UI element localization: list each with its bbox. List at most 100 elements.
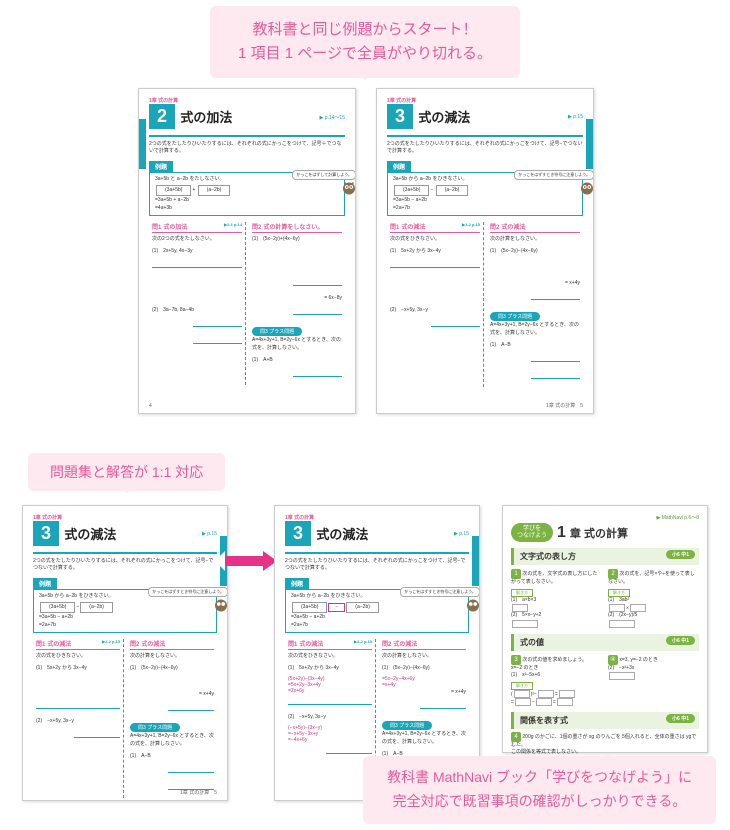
problem-item: (1) (5x−2y)+(4x−6y) — [252, 235, 342, 243]
lesson-title: 式の減法 — [316, 527, 368, 542]
example-body: 3a+5b から a−2b をひきなさい。 (3a+5b)−(a−2b) =3a… — [33, 589, 217, 633]
answer-line — [293, 277, 343, 286]
problem-item: (1) 5x+2y から 3x−4y — [390, 247, 480, 255]
eq-line: =2a+7b — [393, 205, 410, 211]
problem-item: (1) A+B — [252, 356, 342, 364]
page-tab — [586, 119, 594, 169]
page-number: 2 — [511, 742, 514, 748]
owl-icon — [340, 178, 356, 196]
page-ref: ▶ p.15 — [568, 114, 583, 120]
q-item: (1) 3ab² — [608, 597, 699, 605]
eq-line: =3a+5b + a−2b — [155, 197, 189, 203]
answer-line — [431, 318, 481, 327]
q-num: 3 — [511, 655, 521, 665]
grade-tag: 小6 中1 — [666, 550, 695, 559]
q-num: 4 — [511, 732, 521, 742]
connect-badge: 学びをつなげよう — [511, 523, 553, 542]
answer-fill: − — [328, 603, 345, 613]
owl-bubble: かっこをはずすとき符号に注意しよう。 — [514, 170, 594, 180]
owl-mascot: かっこをはずすとき符号に注意しよう。 — [578, 178, 594, 202]
answer-blank — [515, 698, 531, 706]
page-tab — [472, 536, 480, 586]
problem-text: A=4x+3y+1, B=2y−6x とするとき、次の式を、計算しなさい。 — [252, 336, 342, 352]
callout-top-line2: 1 項目 1 ページで全員がやり切れる。 — [238, 42, 492, 66]
owl-mascot: かっこをはずして計算しよう。 — [340, 178, 356, 202]
chapter-caption: 1章 式の計算 — [387, 97, 583, 104]
intro-text: 2つの式をたしたりひいたりするには、それぞれの式にかっこをつけて、記号−でつない… — [387, 141, 583, 155]
lesson-number: 3 — [33, 521, 59, 546]
example-body: 3a+5b から a−2b をひきなさい。 (3a+5b)−(a−2b) =3a… — [285, 589, 469, 633]
plus-tag: 問3 プラス問題 — [490, 312, 540, 321]
section-heading: 問1式の減法▶2-2 p.15 — [288, 639, 372, 650]
q-text: 次の式を、記号×や÷を使って表しなさい。 — [608, 571, 695, 585]
correspondence-arrow — [225, 551, 277, 571]
answer-line — [36, 700, 120, 709]
answer-line — [293, 306, 343, 315]
plus-tag: 問3 プラス問題 — [252, 327, 302, 336]
expr-box: (a−2b) — [198, 185, 231, 197]
plus-tag: 問3 プラス問題 — [382, 721, 432, 730]
intro-text: 2つの式をたしたりひいたりするには、それぞれの式にかっこをつけて、記号−でつない… — [33, 558, 217, 572]
q-item: (2) 5×x−y÷2 — [511, 612, 602, 620]
page-footer: 1章 式の計算 5 — [546, 402, 583, 409]
answer-blank — [512, 620, 538, 628]
answer-line — [390, 259, 480, 268]
problem-text: 次の2つの式をたしなさい。 — [152, 235, 242, 243]
answer-line — [193, 318, 243, 327]
answer-line — [293, 368, 343, 377]
q-item: (2) −x²+3x — [608, 665, 699, 673]
chapter-num: 1 — [557, 524, 566, 542]
section-heading: 問1式の減法▶2-2 p.15 — [390, 222, 480, 233]
page-number: 4 — [149, 403, 152, 409]
expr-box: (a−2b) — [436, 185, 469, 197]
answer-line — [531, 353, 581, 362]
intro-text: 2つの式をたしたりひいたりするには、それぞれの式にかっこをつけて、記号＋でつない… — [149, 141, 345, 155]
problem-item: (2) −x+5y, 3x−y — [390, 306, 480, 314]
problem-item: (2) 3a−7b, 8a−4b — [152, 306, 242, 314]
hint-label: 解き方 — [511, 589, 533, 597]
lesson-number: 2 — [149, 104, 175, 129]
owl-icon — [212, 595, 228, 613]
answer-blank — [512, 604, 528, 612]
owl-mascot: かっこをはずすとき符号に注意しよう。 — [212, 595, 228, 619]
owl-icon — [464, 595, 480, 613]
answer-line — [193, 335, 243, 344]
title-rule — [33, 552, 217, 554]
answer-line — [531, 291, 581, 300]
owl-bubble: かっこをはずして計算しよう。 — [292, 170, 356, 180]
lesson-title: 式の減法 — [64, 527, 116, 542]
q-text: 次の式を、文字式の表し方にしたがって表しなさい。 — [511, 571, 597, 585]
page-ref: ▶ p.15 — [202, 531, 217, 537]
callout-top: 教科書と同じ例題からスタート！ 1 項目 1 ページで全員がやり切れる。 — [210, 6, 520, 78]
answer-line — [168, 764, 214, 773]
expr-box: (3a+5b) — [156, 185, 191, 197]
review-section: 関係を表す式小6 中1 — [511, 712, 699, 729]
lesson-title: 式の加法 — [180, 110, 232, 125]
answer-line — [74, 729, 120, 738]
chapter-caption: 1章 式の計算 — [33, 514, 217, 521]
lesson-number: 3 — [387, 104, 413, 129]
q-text: 次の式の値を求めましょう。 — [522, 657, 587, 663]
page-tab — [138, 119, 146, 169]
answer-blank — [609, 672, 635, 680]
expr-box: (3a+5b) — [394, 185, 429, 197]
result: = 6x−8y — [252, 294, 342, 302]
answer-blank — [609, 620, 635, 628]
problem-text: 次の式をひきなさい。 — [390, 235, 480, 243]
problem-item: (1) 2x+5y, 4x−3y — [152, 247, 242, 255]
section-heading: 問2式の計算をしなさい。 — [252, 222, 342, 233]
answer-work: =−4x+6y — [288, 737, 372, 743]
answer-work: =2x+6y — [288, 688, 372, 694]
section-heading: 問2式の減法 — [490, 222, 580, 233]
chapter-caption: 1章 式の計算 — [285, 514, 469, 521]
page-ref: ▶ p.14〜15 — [319, 114, 345, 121]
example-body: 3a+5b と a−2b をたしなさい。 (3a+5b)+ (a−2b) =3a… — [149, 172, 345, 216]
worksheet-addition: 1章 式の計算 ▶ p.14〜15 2 式の加法 2つの式をたしたりひいたりする… — [138, 88, 356, 414]
answer-blank — [609, 604, 625, 612]
q-item: (1) x²−5x+6 — [511, 672, 602, 680]
owl-mascot: かっこをはずすとき符号に注意しよう。 — [464, 595, 480, 619]
answer-blank — [559, 690, 575, 698]
review-sheet: ▶ MathNavi p.6〜8 学びをつなげよう 1 章 式の計算 文字式の表… — [502, 505, 708, 753]
owl-icon — [578, 178, 594, 196]
q-num: 2 — [608, 569, 618, 579]
